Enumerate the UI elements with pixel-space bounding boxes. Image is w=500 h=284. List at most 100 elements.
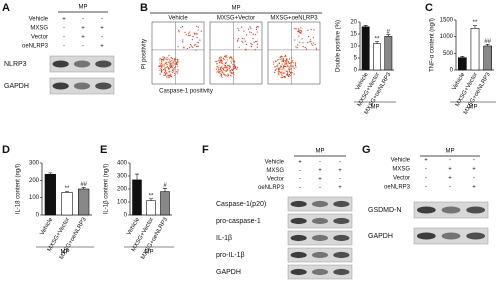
flow-dot bbox=[250, 45, 253, 47]
flow-dot bbox=[277, 58, 279, 61]
flow-plot-title: MXSG+Vector bbox=[217, 16, 255, 22]
flow-dot bbox=[185, 33, 187, 36]
blot-label: GAPDH bbox=[216, 269, 241, 276]
flow-dot bbox=[164, 62, 166, 64]
condition-label: MXSG bbox=[30, 26, 48, 32]
flow-dot bbox=[163, 68, 165, 71]
bar bbox=[470, 28, 480, 71]
flow-dot bbox=[315, 49, 318, 51]
flow-dot bbox=[227, 73, 229, 75]
flow-dot bbox=[228, 57, 231, 59]
significance-mark: ** bbox=[65, 186, 70, 192]
flow-dot bbox=[289, 75, 291, 77]
group-label: MP bbox=[61, 250, 70, 256]
flow-dot bbox=[279, 68, 281, 70]
flow-dot bbox=[192, 46, 194, 48]
flow-dot bbox=[284, 65, 287, 68]
flow-dot bbox=[197, 29, 199, 31]
flow-dot bbox=[234, 61, 236, 63]
flow-dot bbox=[284, 69, 286, 71]
flow-dot bbox=[248, 28, 250, 30]
flow-dot bbox=[285, 58, 287, 60]
flow-dot bbox=[280, 76, 282, 78]
flow-dot bbox=[194, 33, 196, 35]
condition-sign: - bbox=[449, 185, 451, 191]
flow-dot bbox=[300, 27, 302, 29]
flow-dot bbox=[245, 48, 247, 50]
flow-dot bbox=[290, 68, 292, 70]
flow-dot bbox=[241, 40, 243, 42]
flow-dot bbox=[182, 41, 184, 43]
flow-dot bbox=[237, 40, 239, 42]
flow-dot bbox=[163, 57, 166, 59]
condition-sign: - bbox=[82, 44, 84, 50]
flow-dot bbox=[222, 67, 224, 70]
flow-dot bbox=[218, 61, 221, 64]
condition-sign: - bbox=[101, 17, 103, 23]
flow-dot bbox=[216, 60, 218, 62]
error-bar bbox=[135, 173, 139, 180]
flow-dot bbox=[296, 47, 298, 49]
flow-dot bbox=[171, 66, 173, 69]
bar bbox=[483, 45, 493, 71]
flow-dot bbox=[174, 63, 177, 65]
flow-dot bbox=[286, 73, 288, 75]
flow-dot bbox=[169, 59, 171, 61]
significance-mark: # bbox=[387, 29, 391, 35]
flow-dot bbox=[218, 59, 220, 61]
flow-dot bbox=[276, 59, 279, 61]
flow-dot bbox=[199, 39, 201, 41]
error-bar bbox=[48, 172, 53, 175]
condition-sign: - bbox=[473, 176, 475, 182]
flow-dot bbox=[292, 62, 294, 64]
condition-sign: - bbox=[449, 158, 451, 164]
flow-dot bbox=[277, 64, 279, 66]
flow-dot bbox=[249, 31, 251, 33]
flow-dot bbox=[176, 63, 179, 66]
error-bar bbox=[149, 198, 153, 201]
flow-dot bbox=[173, 59, 176, 61]
condition-label: MXSG bbox=[392, 167, 410, 173]
y-tick-label: 1000 bbox=[440, 34, 454, 40]
flow-dot bbox=[196, 25, 198, 27]
flow-dot bbox=[173, 67, 175, 69]
flow-dot bbox=[171, 60, 173, 62]
flow-dot bbox=[286, 60, 288, 62]
flow-dot bbox=[167, 76, 169, 78]
y-tick-label: 500 bbox=[443, 51, 454, 57]
error-bar bbox=[363, 25, 368, 27]
bar bbox=[373, 43, 381, 71]
flow-dot bbox=[166, 65, 169, 68]
flow-dot bbox=[173, 68, 175, 70]
condition-sign: + bbox=[448, 167, 452, 173]
flow-dot bbox=[286, 66, 288, 68]
flow-dot bbox=[290, 71, 292, 73]
flow-dot bbox=[280, 58, 282, 60]
flow-dot bbox=[197, 41, 199, 43]
flow-dot bbox=[282, 56, 284, 58]
flow-dot bbox=[252, 38, 254, 40]
flow-dot bbox=[172, 71, 174, 74]
flow-dot bbox=[223, 64, 225, 66]
condition-sign: + bbox=[318, 177, 322, 183]
flow-dot bbox=[177, 60, 179, 62]
flow-dot bbox=[170, 66, 172, 69]
flow-dot bbox=[292, 65, 294, 67]
condition-sign: + bbox=[424, 158, 428, 164]
flow-dot bbox=[283, 76, 285, 78]
y-tick-label: 300 bbox=[29, 161, 40, 167]
flow-dot bbox=[256, 46, 258, 48]
blot-band bbox=[441, 232, 461, 240]
flow-dot bbox=[167, 74, 169, 76]
flow-dot bbox=[178, 31, 180, 33]
panel-letter: B bbox=[140, 2, 148, 14]
flow-dot bbox=[242, 41, 244, 44]
flow-dot bbox=[250, 27, 252, 29]
flow-dot bbox=[312, 37, 314, 39]
flow-dot bbox=[231, 57, 233, 60]
blot-band bbox=[95, 60, 112, 68]
flow-dot bbox=[309, 39, 312, 41]
flow-dot bbox=[182, 39, 184, 41]
flow-dot bbox=[175, 66, 177, 68]
